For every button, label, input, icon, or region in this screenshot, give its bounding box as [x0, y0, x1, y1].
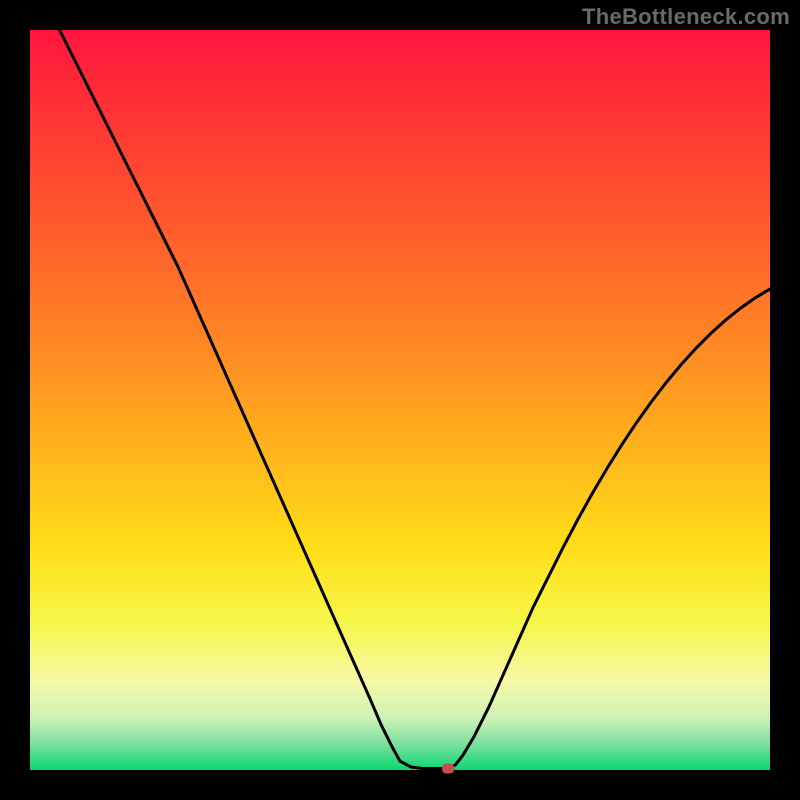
plot-background	[30, 30, 770, 770]
chart-container: TheBottleneck.com	[0, 0, 800, 800]
bottleneck-chart	[0, 0, 800, 800]
optimal-marker	[442, 764, 454, 774]
